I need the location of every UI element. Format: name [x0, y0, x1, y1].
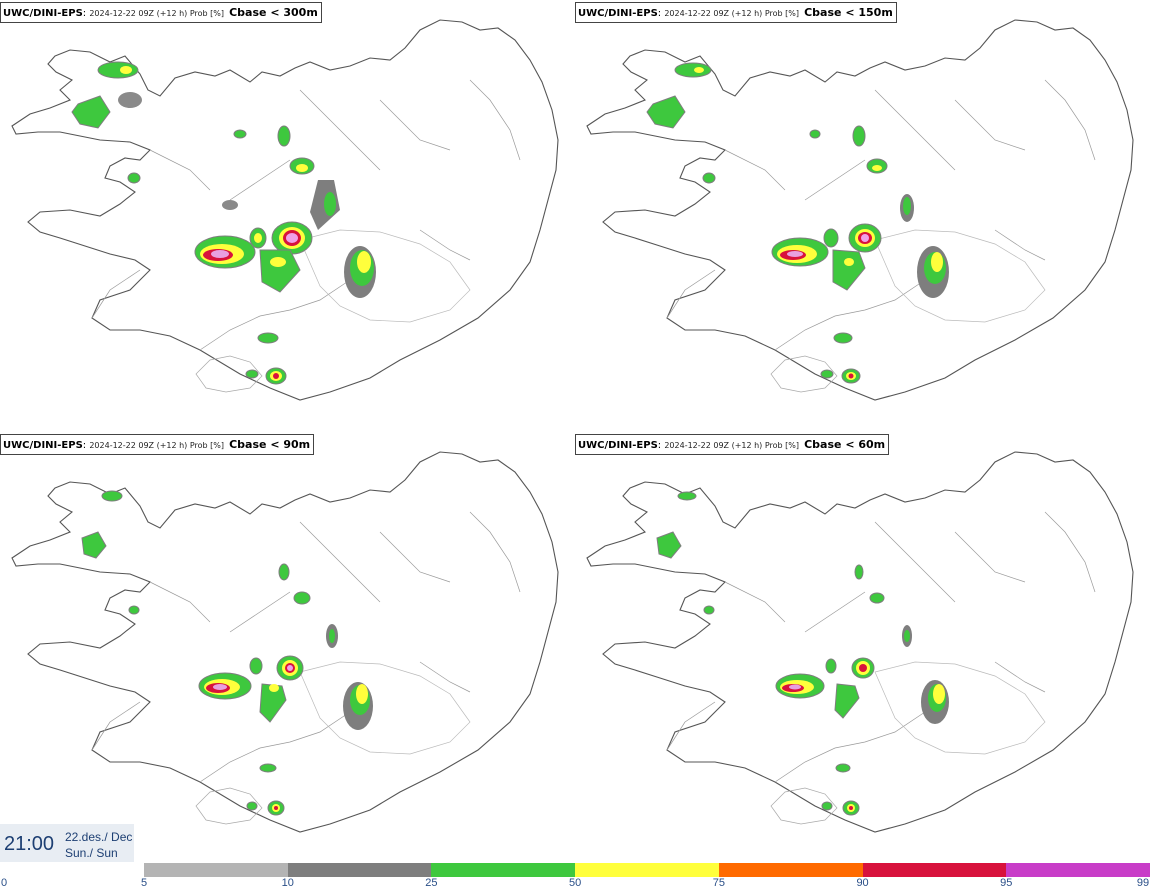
probability-field	[71, 61, 376, 385]
valid-time-box: 21:00 22.des./ Dec Sun./ Sun	[0, 824, 134, 862]
colorbar-tick-label: 75	[712, 877, 725, 889]
map-panel-cbase-300m: UWC/DINI-EPS: 2024-12-22 09Z (+12 h) Pro…	[0, 0, 575, 432]
colorbar-segment	[718, 863, 864, 877]
colorbar-segment	[431, 863, 576, 877]
colorbar-tick-label: 5	[140, 877, 148, 889]
valid-day: Sun./ Sun	[65, 846, 118, 860]
colorbar-tick-label: 99	[1136, 877, 1150, 889]
panel-title: UWC/DINI-EPS: 2024-12-22 09Z (+12 h) Pro…	[575, 2, 897, 23]
probability-colorbar	[144, 863, 1150, 877]
iceland-map	[0, 0, 575, 432]
colorbar-tick-label: 50	[569, 877, 582, 889]
colorbar-tick-label: 10	[281, 877, 294, 889]
panel-title: UWC/DINI-EPS: 2024-12-22 09Z (+12 h) Pro…	[0, 434, 315, 455]
probability-field	[646, 62, 949, 384]
colorbar-segment	[144, 863, 289, 877]
iceland-map	[575, 0, 1150, 432]
panel-title: UWC/DINI-EPS: 2024-12-22 09Z (+12 h) Pro…	[0, 2, 322, 23]
valid-hour: 21:00	[4, 833, 55, 855]
map-panel-cbase-150m: UWC/DINI-EPS: 2024-12-22 09Z (+12 h) Pro…	[575, 0, 1150, 432]
colorbar-tick-label: 0	[0, 877, 8, 889]
iceland-map	[0, 432, 575, 864]
colorbar-segment	[575, 863, 720, 877]
iceland-map	[575, 432, 1150, 864]
colorbar-tick-label: 25	[425, 877, 438, 889]
valid-date: 22.des./ Dec	[65, 830, 133, 844]
probability-field	[656, 491, 949, 816]
colorbar-tick-label: 90	[856, 877, 869, 889]
map-panel-cbase-90m: UWC/DINI-EPS: 2024-12-22 09Z (+12 h) Pro…	[0, 432, 575, 864]
colorbar-tick-label: 95	[1000, 877, 1013, 889]
panel-title: UWC/DINI-EPS: 2024-12-22 09Z (+12 h) Pro…	[575, 434, 890, 455]
probability-field	[81, 490, 373, 816]
colorbar-segment	[287, 863, 432, 877]
colorbar-segment	[862, 863, 1007, 877]
map-panel-cbase-60m: UWC/DINI-EPS: 2024-12-22 09Z (+12 h) Pro…	[575, 432, 1150, 864]
colorbar-segment	[1006, 863, 1150, 877]
